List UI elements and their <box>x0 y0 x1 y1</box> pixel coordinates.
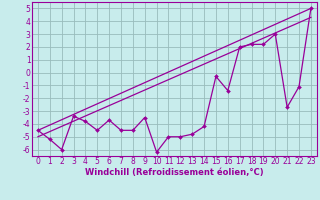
X-axis label: Windchill (Refroidissement éolien,°C): Windchill (Refroidissement éolien,°C) <box>85 168 264 177</box>
